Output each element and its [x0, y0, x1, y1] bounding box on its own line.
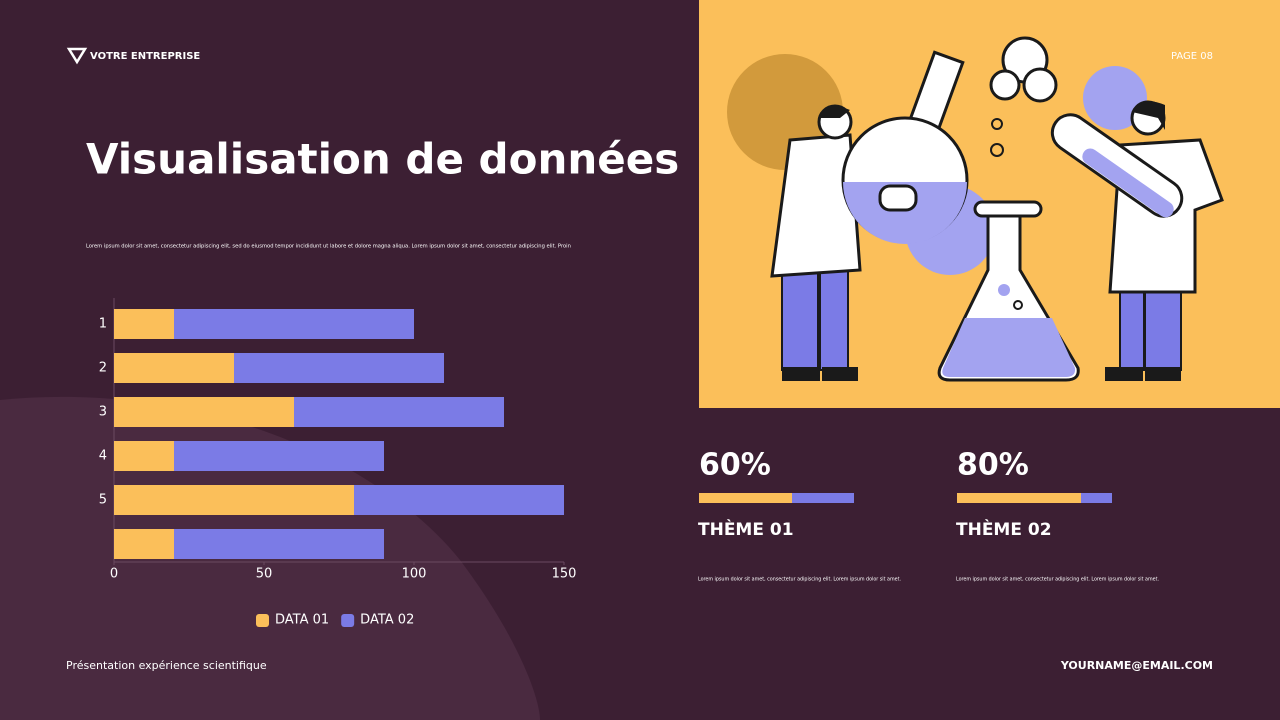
bar-segment	[354, 485, 564, 515]
y-tick-label: 4	[99, 449, 107, 464]
legend-swatch	[256, 614, 269, 627]
logo	[66, 47, 88, 65]
x-tick-label: 0	[110, 567, 118, 582]
y-tick-label: 5	[99, 493, 107, 508]
intro-text: Lorem ipsum dolor sit amet, consectetur …	[86, 244, 571, 250]
bar-segment	[174, 529, 384, 559]
x-tick-label: 50	[256, 567, 273, 582]
legend-label: DATA 01	[275, 613, 329, 628]
bar-segment	[114, 441, 174, 471]
bar-segment	[294, 397, 504, 427]
x-tick-label: 150	[552, 567, 577, 582]
stat-title: THÈME 02	[956, 518, 1052, 540]
slide-title: Visualisation de données	[86, 135, 679, 184]
bar-segment	[114, 353, 234, 383]
y-tick-label: 2	[99, 361, 107, 376]
stat-label: 80%	[957, 448, 1029, 483]
page-number: PAGE 08	[1171, 51, 1213, 62]
stat-title: THÈME 01	[698, 518, 794, 540]
x-tick-label: 100	[402, 567, 427, 582]
stat-text: Lorem ipsum dolor sit amet, consectetur …	[956, 577, 1159, 583]
illustration	[699, 0, 1280, 408]
bar-segment	[234, 353, 444, 383]
footer-left: Présentation expérience scientifique	[66, 659, 267, 672]
bar-segment	[174, 441, 384, 471]
legend-label: DATA 02	[360, 613, 414, 628]
legend-swatch	[341, 614, 355, 627]
y-tick-label: 3	[99, 405, 107, 420]
stat-text: Lorem ipsum dolor sit amet, consectetur …	[698, 577, 901, 583]
y-tick-label: 1	[99, 317, 107, 332]
bar-segment	[114, 529, 174, 559]
stat-label: 60%	[699, 448, 771, 483]
footer-right: YOURNAME@EMAIL.COM	[1060, 659, 1213, 672]
bar-segment	[174, 309, 414, 339]
bar-segment	[114, 397, 294, 427]
progress-bar	[699, 493, 792, 503]
brand: VOTRE ENTREPRISE	[90, 51, 200, 62]
bar-segment	[114, 485, 354, 515]
progress-bar	[957, 493, 1081, 503]
bar-segment	[114, 309, 174, 339]
